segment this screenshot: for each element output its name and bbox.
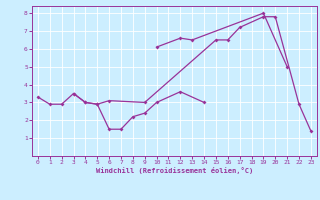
X-axis label: Windchill (Refroidissement éolien,°C): Windchill (Refroidissement éolien,°C) bbox=[96, 167, 253, 174]
